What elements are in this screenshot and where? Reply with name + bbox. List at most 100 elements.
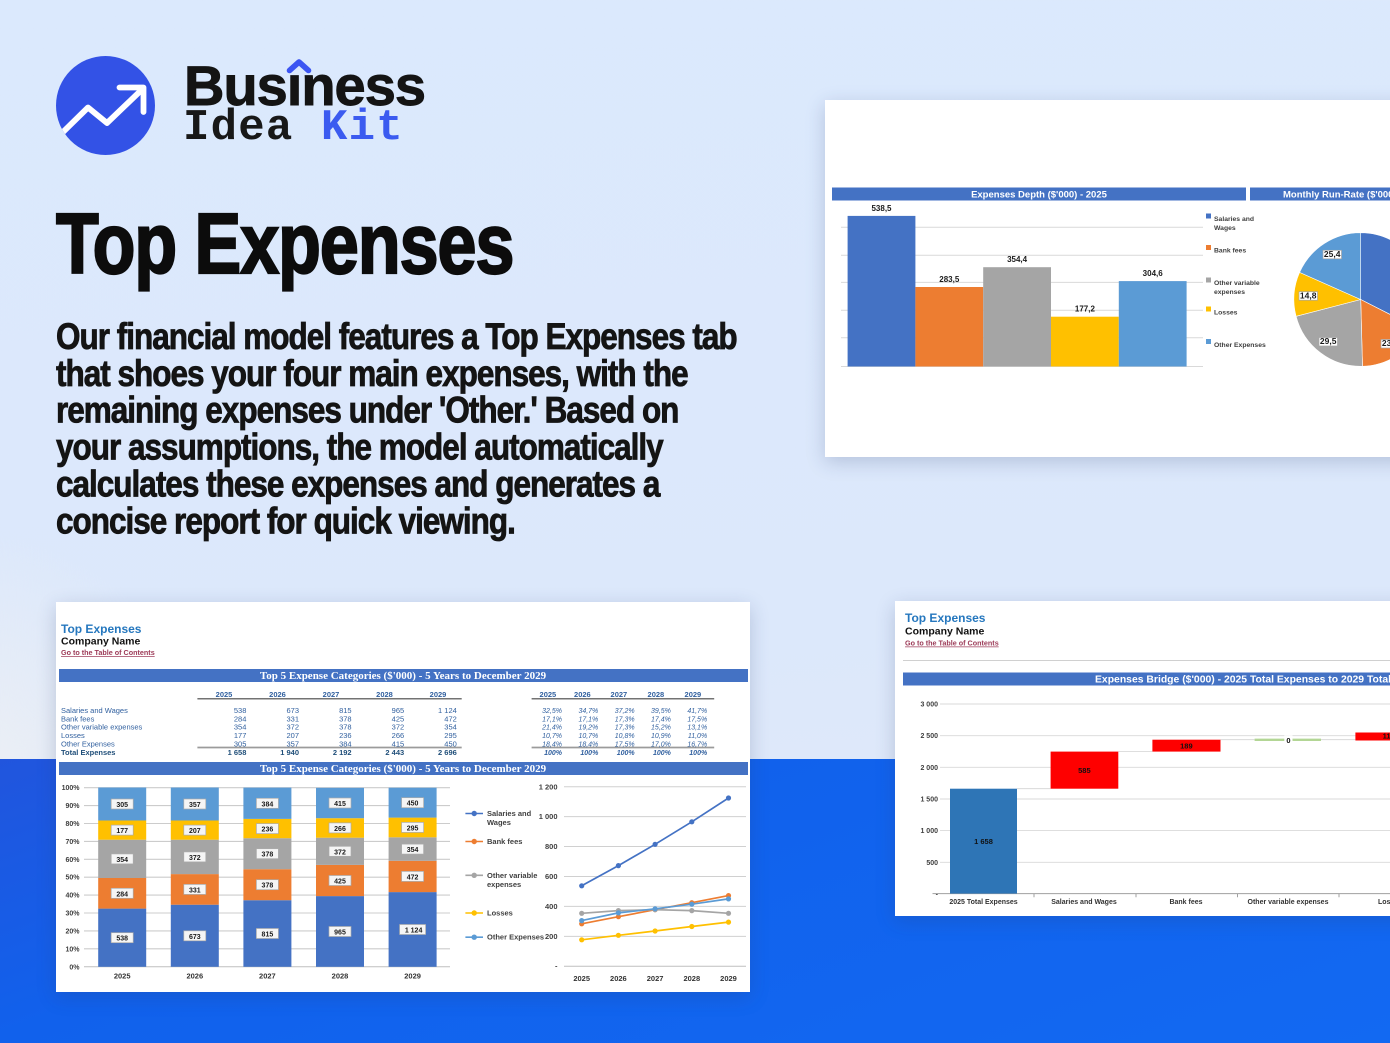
svg-text:13,1%: 13,1% [687,725,707,732]
svg-text:189: 189 [1180,742,1193,751]
svg-text:1 000: 1 000 [920,828,938,835]
svg-text:1 658: 1 658 [974,837,993,846]
svg-text:2027: 2027 [647,974,664,983]
svg-text:372: 372 [286,723,299,732]
svg-text:18,4%: 18,4% [578,741,598,748]
svg-text:354: 354 [234,723,247,732]
svg-text:Wages: Wages [487,818,511,827]
svg-text:331: 331 [189,887,201,894]
svg-text:Losses: Losses [487,909,513,918]
svg-text:965: 965 [392,706,405,715]
svg-text:20%: 20% [65,928,80,935]
svg-text:1 940: 1 940 [280,748,299,757]
svg-text:10,8%: 10,8% [615,733,635,740]
svg-text:1 124: 1 124 [438,706,457,715]
svg-text:23,6: 23,6 [1382,338,1390,348]
svg-text:Losses: Losses [1214,310,1238,317]
svg-text:450: 450 [407,801,419,808]
svg-text:2028: 2028 [648,690,665,699]
svg-text:266: 266 [392,731,405,740]
svg-text:2 500: 2 500 [920,733,938,740]
svg-text:415: 415 [392,739,405,748]
svg-text:357: 357 [286,739,299,748]
svg-text:100%: 100% [653,750,672,757]
svg-text:Losses: Losses [61,731,85,740]
svg-text:585: 585 [1078,766,1091,775]
svg-text:Other variable: Other variable [487,871,537,880]
svg-text:177: 177 [116,828,128,835]
svg-text:177,2: 177,2 [1075,305,1096,314]
svg-text:1 658: 1 658 [228,748,247,757]
svg-text:378: 378 [262,883,274,890]
svg-text:Other variable: Other variable [1214,280,1260,287]
svg-text:Wages: Wages [1214,225,1236,232]
svg-text:30%: 30% [65,911,80,918]
svg-text:965: 965 [334,930,346,937]
svg-text:17,1%: 17,1% [542,716,562,723]
svg-text:673: 673 [189,934,201,941]
svg-text:354,4: 354,4 [1007,255,1028,264]
svg-text:Salaries and Wages: Salaries and Wages [61,706,128,715]
svg-text:Company Name: Company Name [61,636,141,648]
svg-text:284: 284 [234,714,247,723]
svg-text:17,0%: 17,0% [651,741,671,748]
svg-text:Other variable expenses: Other variable expenses [61,723,143,732]
svg-text:266: 266 [334,826,346,833]
svg-text:Losses: Losses [1378,899,1390,906]
svg-text:Total Expenses: Total Expenses [61,748,115,757]
svg-text:14,8: 14,8 [1300,290,1317,300]
svg-text:1 000: 1 000 [539,812,558,821]
svg-text:Bank fees: Bank fees [61,714,95,723]
svg-text:284: 284 [116,891,128,898]
svg-text:372: 372 [392,723,405,732]
svg-text:60%: 60% [65,857,80,864]
svg-text:100%: 100% [689,750,708,757]
svg-text:15,2%: 15,2% [651,725,671,732]
svg-text:100%: 100% [544,750,563,757]
svg-text:10%: 10% [65,946,80,953]
svg-text:815: 815 [262,932,274,939]
svg-text:2026: 2026 [574,690,591,699]
svg-text:800: 800 [545,842,558,851]
svg-text:815: 815 [339,706,352,715]
svg-text:3 000: 3 000 [920,702,938,709]
svg-text:11,0%: 11,0% [688,733,707,740]
svg-text:17,5%: 17,5% [615,741,635,748]
svg-text:2029: 2029 [430,690,447,699]
svg-text:2026: 2026 [186,972,203,981]
svg-text:Top 5 Expense Categories ($'00: Top 5 Expense Categories ($'000) - 5 Yea… [260,670,547,682]
svg-text:17,1%: 17,1% [578,716,598,723]
svg-text:2026: 2026 [610,974,627,983]
svg-text:2029: 2029 [404,972,421,981]
svg-text:Salaries and: Salaries and [487,809,532,818]
svg-text:expenses: expenses [487,880,521,889]
svg-text:2 443: 2 443 [385,748,404,757]
svg-text:17,4%: 17,4% [651,716,671,723]
svg-text:331: 331 [286,714,299,723]
svg-text:Go to the Table of Contents: Go to the Table of Contents [61,648,155,657]
svg-text:29,5: 29,5 [1320,336,1337,346]
svg-text:-: - [555,962,558,971]
svg-text:Top Expenses: Top Expenses [905,611,986,625]
svg-text:600: 600 [545,872,558,881]
svg-text:372: 372 [189,855,201,862]
svg-text:34,7%: 34,7% [578,708,598,715]
svg-text:295: 295 [444,731,457,740]
svg-text:Salaries and Wages: Salaries and Wages [1051,899,1117,906]
svg-text:472: 472 [444,714,457,723]
svg-text:Expenses Depth ($'000) - 2025: Expenses Depth ($'000) - 2025 [971,189,1108,200]
svg-text:2 192: 2 192 [333,748,352,757]
svg-text:Go to the Table of Contents: Go to the Table of Contents [905,639,999,648]
svg-text:2026: 2026 [269,690,286,699]
svg-text:2025: 2025 [573,974,590,983]
svg-text:384: 384 [262,801,274,808]
svg-text:0: 0 [1286,736,1290,745]
svg-text:Other Expenses: Other Expenses [487,933,544,942]
svg-text:2027: 2027 [323,690,340,699]
svg-text:2027: 2027 [611,690,628,699]
svg-text:Other Expenses: Other Expenses [61,739,115,748]
svg-text:305: 305 [234,739,247,748]
svg-text:177: 177 [234,731,247,740]
svg-text:372: 372 [334,849,346,856]
svg-text:305: 305 [116,802,128,809]
